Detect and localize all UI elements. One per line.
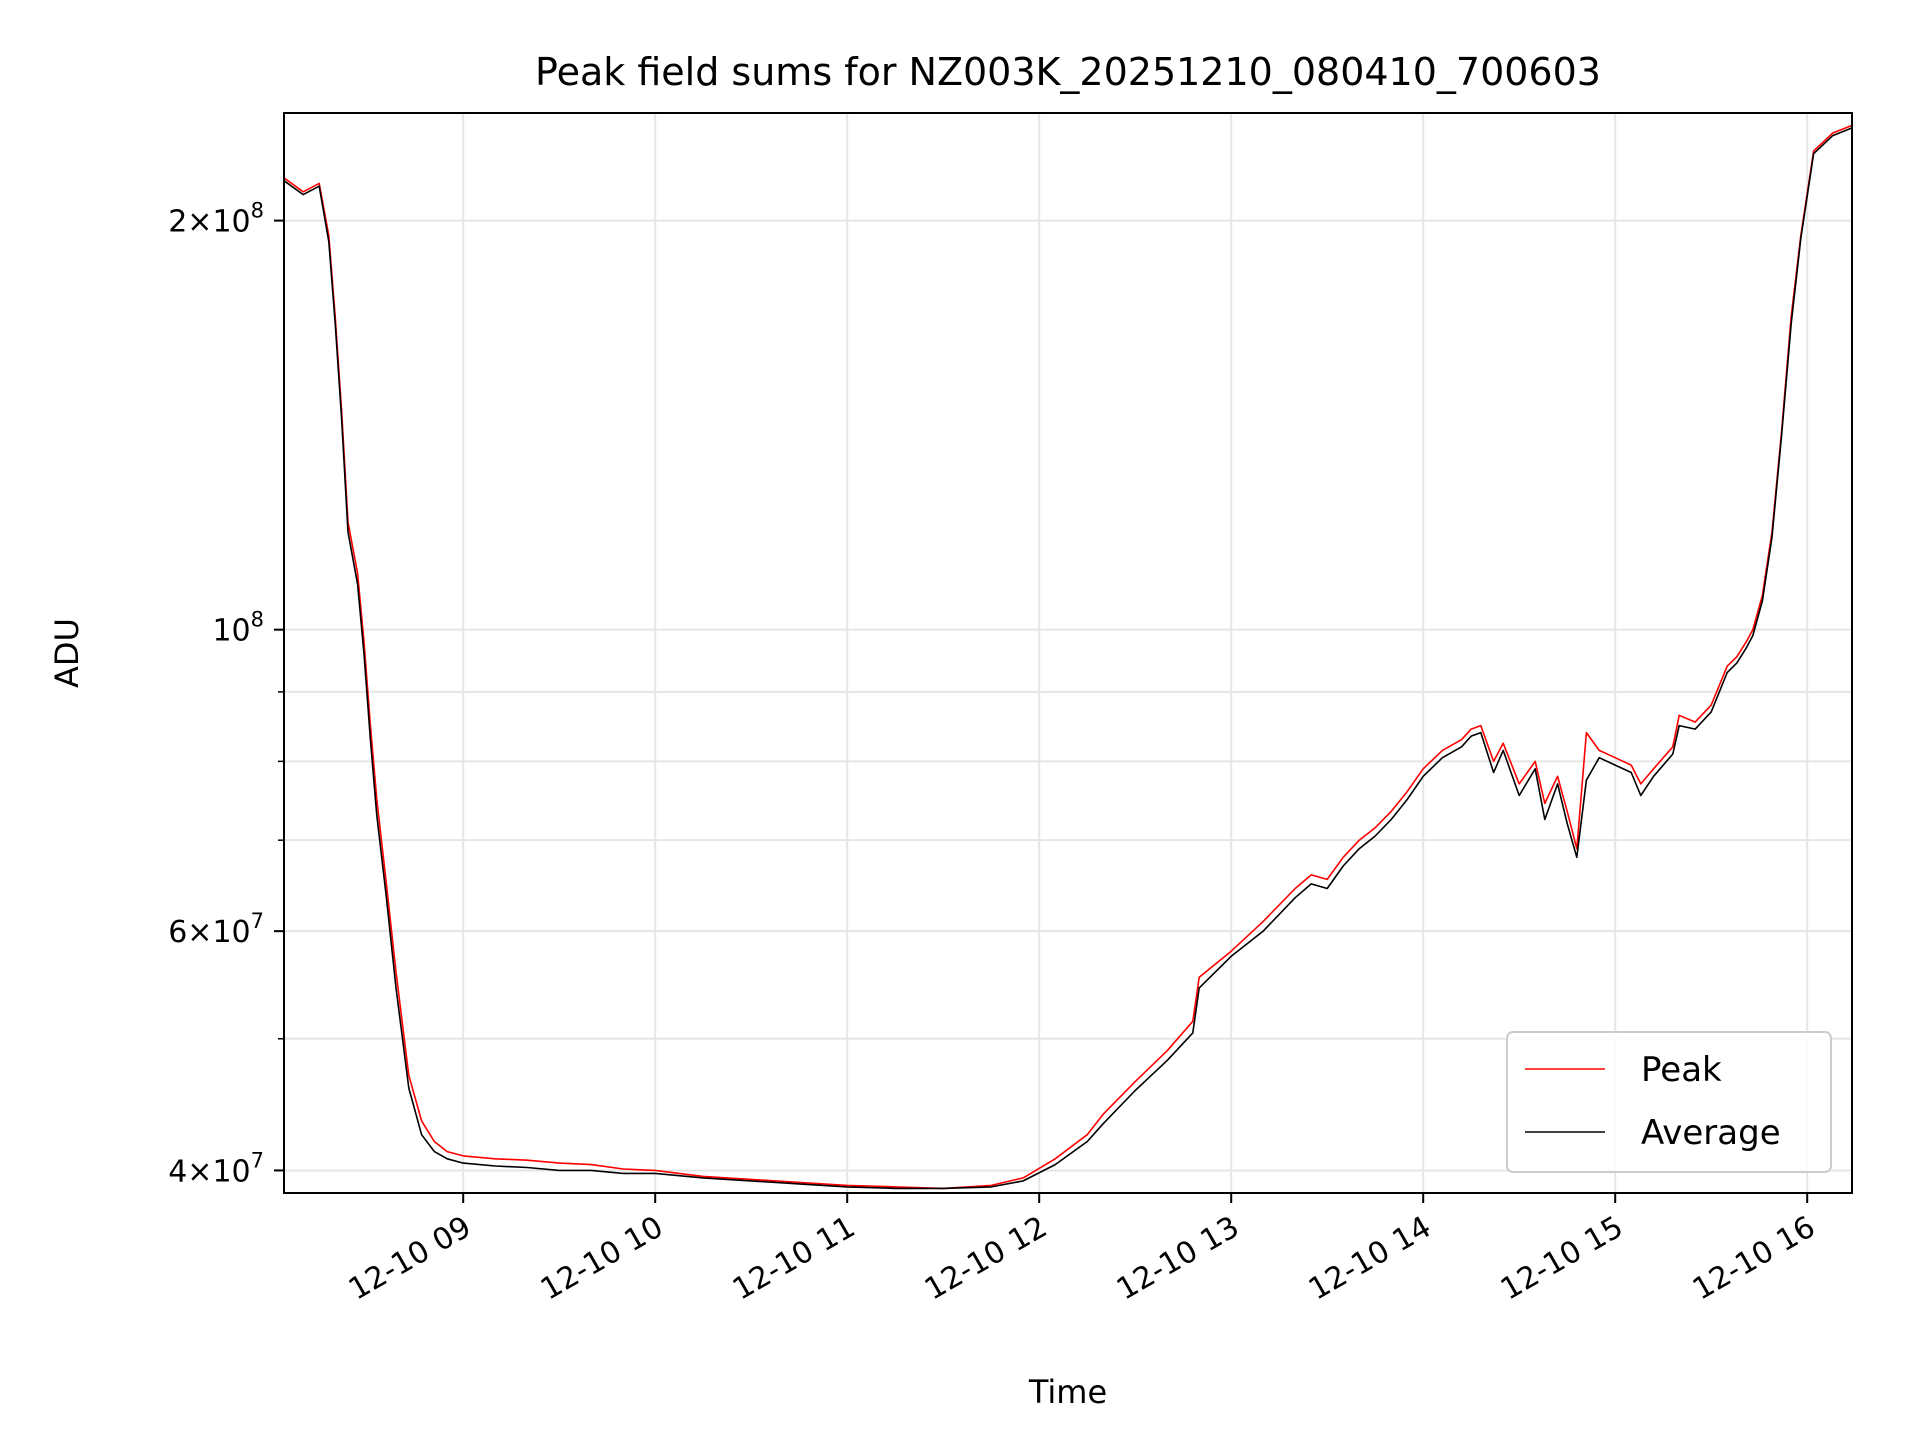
y-tick-times-sign: × bbox=[187, 1154, 212, 1189]
y-tick-times-sign: × bbox=[187, 205, 212, 240]
y-tick-exponent: 7 bbox=[251, 1148, 264, 1172]
legend-box bbox=[1506, 1031, 1832, 1173]
chart-title: Peak field sums for NZ003K_20251210_0804… bbox=[535, 50, 1601, 94]
x-axis-label: Time bbox=[1028, 1373, 1107, 1411]
y-tick-mantissa: 4 bbox=[168, 1154, 187, 1189]
y-tick-label: 108 bbox=[212, 608, 264, 649]
legend-label-average: Average bbox=[1641, 1113, 1781, 1153]
series-line-peak bbox=[284, 124, 1852, 1190]
y-tick-mantissa: 2 bbox=[168, 205, 187, 240]
y-tick-exponent: 8 bbox=[251, 199, 264, 223]
legend: Peak Average bbox=[1506, 1031, 1832, 1173]
y-tick-base: 10 bbox=[212, 614, 250, 649]
y-tick-label: 4×107 bbox=[168, 1148, 264, 1189]
y-tick-base: 10 bbox=[212, 915, 250, 950]
y-tick-mantissa: 6 bbox=[168, 915, 187, 950]
series-line-average bbox=[284, 127, 1852, 1190]
y-tick-times-sign: × bbox=[187, 915, 212, 950]
y-axis-label: ADU bbox=[48, 618, 86, 688]
y-tick-label: 6×107 bbox=[168, 909, 264, 950]
y-tick-label: 2×108 bbox=[168, 199, 264, 240]
plot-frame bbox=[283, 112, 1853, 1194]
y-tick-base: 10 bbox=[212, 1154, 250, 1189]
y-tick-exponent: 8 bbox=[251, 608, 264, 632]
y-tick-exponent: 7 bbox=[251, 909, 264, 933]
series-lines bbox=[284, 124, 1852, 1190]
legend-label-peak: Peak bbox=[1641, 1050, 1722, 1090]
y-tick-base: 10 bbox=[212, 205, 250, 240]
